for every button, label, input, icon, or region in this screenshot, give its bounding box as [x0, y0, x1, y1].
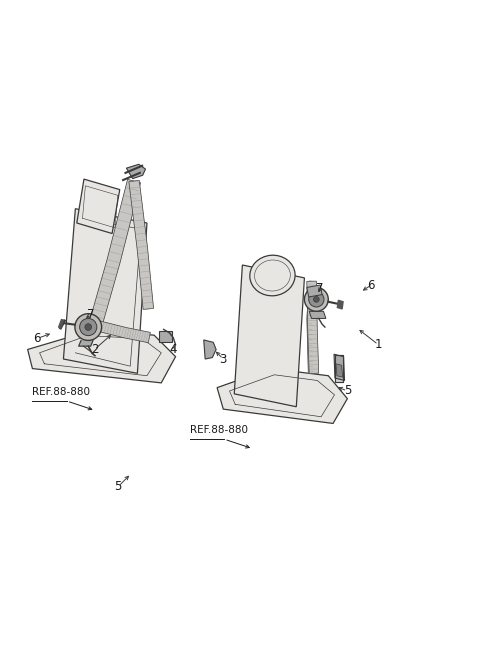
- Polygon shape: [89, 179, 141, 325]
- Text: REF.88-880: REF.88-880: [33, 387, 90, 397]
- Text: 5: 5: [115, 480, 122, 493]
- Polygon shape: [63, 209, 147, 373]
- Circle shape: [309, 292, 324, 307]
- Polygon shape: [234, 265, 304, 407]
- Polygon shape: [28, 331, 176, 383]
- Polygon shape: [336, 364, 343, 377]
- Text: 4: 4: [169, 343, 177, 356]
- Polygon shape: [337, 300, 343, 309]
- Circle shape: [80, 318, 97, 336]
- Polygon shape: [79, 340, 93, 346]
- Ellipse shape: [250, 255, 295, 296]
- Text: 7: 7: [316, 282, 324, 295]
- Text: 1: 1: [375, 338, 382, 351]
- Polygon shape: [217, 369, 348, 423]
- Polygon shape: [307, 281, 319, 373]
- Polygon shape: [307, 285, 322, 297]
- Polygon shape: [204, 340, 216, 359]
- Polygon shape: [335, 355, 343, 382]
- Circle shape: [304, 287, 328, 312]
- Polygon shape: [126, 164, 145, 178]
- Polygon shape: [159, 331, 172, 342]
- Polygon shape: [129, 180, 154, 310]
- Text: 6: 6: [368, 279, 375, 291]
- Polygon shape: [309, 312, 326, 318]
- Polygon shape: [307, 281, 314, 372]
- Polygon shape: [96, 321, 150, 342]
- Text: 2: 2: [91, 343, 98, 356]
- Circle shape: [313, 297, 319, 302]
- Circle shape: [85, 323, 92, 331]
- Polygon shape: [59, 319, 63, 328]
- Text: REF.88-880: REF.88-880: [190, 425, 248, 436]
- Text: 5: 5: [344, 384, 351, 398]
- Circle shape: [75, 314, 102, 340]
- Text: 6: 6: [34, 332, 41, 345]
- Text: 7: 7: [87, 308, 95, 321]
- Text: 3: 3: [220, 352, 227, 365]
- Polygon shape: [334, 354, 345, 380]
- Polygon shape: [77, 179, 120, 234]
